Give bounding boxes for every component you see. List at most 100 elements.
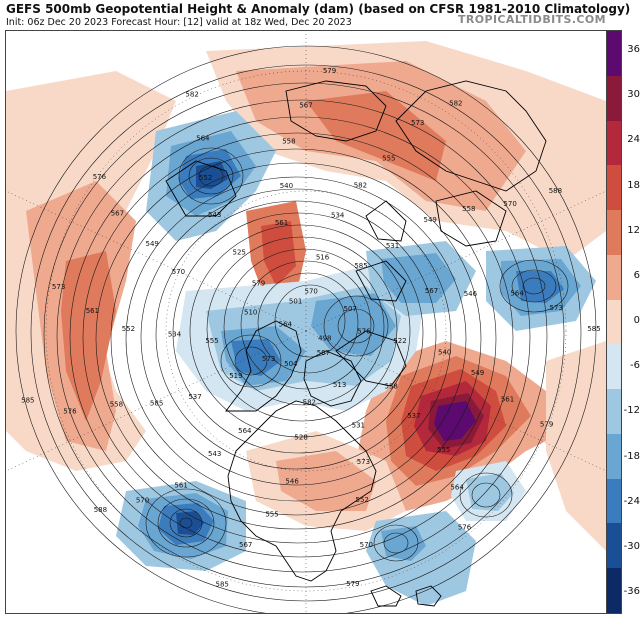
colorbar-segment: [607, 120, 621, 166]
contour-label: 519: [229, 372, 242, 380]
map-subtitle: Init: 06z Dec 20 2023 Forecast Hour: [12…: [6, 17, 352, 28]
coastlines: [165, 80, 547, 607]
contour-label: 567: [239, 541, 252, 549]
contour-label: 570: [136, 496, 149, 504]
contour-label: 585: [216, 580, 229, 588]
contour-label: 585: [150, 400, 163, 408]
colorbar-segment: [607, 433, 621, 480]
height-contours: [15, 45, 597, 613]
contour-label: 552: [356, 496, 369, 504]
contour-label: 537: [188, 393, 201, 401]
contour-label: 576: [63, 408, 77, 416]
contour-label: 522: [393, 337, 406, 345]
colorbar-tick: -30: [623, 540, 640, 552]
colorbar-segment: [607, 523, 621, 569]
contour-label: 531: [352, 421, 365, 429]
brand-watermark: TROPICALTIDBITS.COM: [457, 13, 606, 26]
contour-label: 510: [244, 308, 257, 316]
contour-label: 501: [289, 298, 302, 306]
contour-label: 561: [174, 481, 187, 489]
colorbar-segment: [607, 568, 621, 614]
contour-label: 582: [354, 181, 367, 189]
colorbar-tick: 30: [627, 89, 640, 101]
colorbar-tick: 24: [627, 134, 640, 146]
contour-label: 588: [549, 187, 562, 195]
contour-label: 558: [282, 138, 295, 146]
contour-label: 576: [93, 173, 107, 181]
title-block: GEFS 500mb Geopotential Height & Anomaly…: [6, 2, 631, 29]
contour-label: 564: [238, 427, 252, 435]
contour-label: 549: [146, 240, 159, 248]
contour-label: 579: [252, 279, 265, 287]
contour-label: 567: [111, 210, 124, 218]
contour-label: 573: [262, 355, 275, 363]
contour-label: 585: [587, 325, 600, 333]
colorbar-tick: 0: [633, 315, 640, 326]
contour-label: 567: [317, 349, 330, 357]
contour-label: 516: [316, 253, 330, 261]
contour-label: 567: [425, 287, 438, 295]
colorbar-tick-labels: 36 30 24 18 12 6 0 -6 -12 -18 -24 -30 -36: [622, 30, 640, 612]
graticule: [6, 31, 606, 613]
contour-label: 573: [357, 458, 370, 466]
contour-label: 555: [437, 446, 450, 454]
contour-label: 507: [344, 305, 357, 313]
contour-label: 552: [122, 325, 135, 333]
contour-label: 573: [550, 304, 563, 312]
contour-label: 549: [471, 369, 484, 377]
contour-label: 585: [354, 262, 367, 270]
contour-label: 561: [275, 219, 288, 227]
contour-label: 543: [208, 450, 221, 458]
contour-label: 561: [86, 307, 99, 315]
contour-label: 564: [279, 321, 293, 329]
contour-label: 570: [360, 541, 373, 549]
colorbar-tick: -36: [623, 586, 640, 597]
contour-label: 579: [323, 67, 336, 75]
contour-label: 546: [285, 477, 299, 485]
contour-label: 561: [501, 395, 514, 403]
contour-label: 564: [196, 135, 210, 143]
map-title: GEFS 500mb Geopotential Height & Anomaly…: [6, 2, 631, 16]
colorbar-segment: [607, 344, 621, 390]
contour-label: 555: [205, 337, 218, 345]
contour-label: 528: [294, 434, 307, 442]
contour-label: 582: [185, 90, 198, 98]
height-anomaly-map: 585 588 579 576 573 570 567 564 561 558 555 552 549 5…: [6, 31, 606, 613]
contour-label: 513: [333, 381, 346, 389]
contour-label: 558: [110, 400, 123, 408]
contour-label: 585: [21, 397, 34, 405]
contour-label: 573: [411, 119, 424, 127]
colorbar-segment: [607, 31, 621, 77]
contour-label: 504: [284, 360, 298, 368]
colorbar-tick: 6: [633, 269, 640, 281]
contour-label: 579: [346, 580, 359, 588]
colorbar-tick: -24: [623, 495, 640, 507]
contour-label: 573: [52, 283, 65, 291]
contour-label: 558: [462, 205, 475, 213]
anomaly-colorbar: [606, 30, 622, 614]
contour-label: 534: [331, 212, 345, 220]
contour-label: 564: [510, 289, 524, 297]
colorbar-segment: [607, 210, 621, 256]
contour-label: 552: [199, 174, 212, 182]
contour-label: 540: [280, 182, 293, 190]
colorbar-tick: -12: [623, 405, 640, 417]
contour-label: 576: [458, 523, 472, 531]
contour-label: 555: [382, 155, 395, 163]
contour-label: 567: [299, 102, 312, 110]
contour-label: 582: [449, 99, 462, 107]
colorbar-tick: 36: [627, 44, 640, 55]
contour-label: 540: [438, 349, 451, 357]
contour-label: 570: [503, 200, 516, 208]
height-labels: 585 588 579 576 573 570 567 564 561 558 555 552 549 5…: [21, 67, 601, 588]
colorbar-tick: -6: [630, 360, 640, 372]
contour-label: 525: [233, 249, 246, 257]
contour-label: 582: [303, 398, 316, 406]
contour-label: 543: [208, 211, 221, 219]
contour-label: 546: [464, 290, 478, 298]
positive-anomaly-shading: [6, 41, 606, 551]
colorbar-segment: [607, 478, 621, 524]
contour-label: 549: [424, 216, 437, 224]
colorbar-segment: [607, 254, 621, 301]
contour-label: 534: [168, 331, 182, 339]
